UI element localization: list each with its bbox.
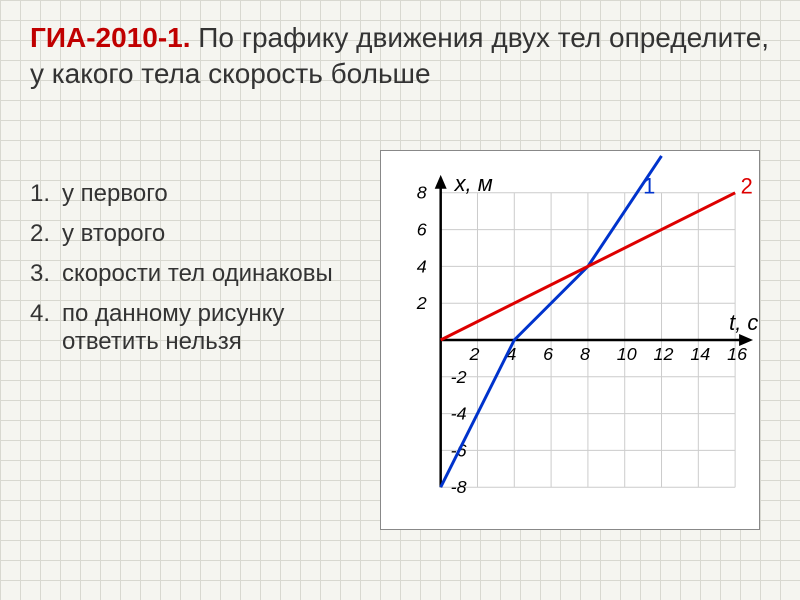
svg-text:16: 16: [727, 344, 747, 364]
svg-text:10: 10: [617, 344, 637, 364]
option-4-text: по данному рисунку ответить нельзя: [62, 300, 350, 356]
svg-text:4: 4: [417, 256, 427, 276]
chart: x, мt, с2468101214162468-2-4-6-812: [380, 150, 760, 530]
option-2-text: у второго: [62, 220, 165, 248]
option-3-text: скорости тел одинаковы: [62, 260, 333, 288]
svg-text:6: 6: [417, 220, 427, 240]
svg-text:1: 1: [643, 174, 655, 199]
svg-text:2: 2: [469, 344, 480, 364]
option-1-text: у первого: [62, 180, 168, 208]
svg-text:12: 12: [654, 344, 674, 364]
option-4: 4.по данному рисунку ответить нельзя: [30, 300, 350, 356]
svg-text:x, м: x, м: [454, 171, 493, 196]
svg-text:14: 14: [690, 344, 710, 364]
svg-text:2: 2: [741, 174, 753, 199]
svg-text:-4: -4: [451, 404, 467, 424]
title: ГИА-2010-1. По графику движения двух тел…: [30, 20, 770, 93]
svg-text:t, с: t, с: [729, 310, 758, 335]
option-3: 3.скорости тел одинаковы: [30, 260, 350, 288]
svg-text:8: 8: [417, 183, 427, 203]
option-2: 2.у второго: [30, 220, 350, 248]
chart-svg: x, мt, с2468101214162468-2-4-6-812: [381, 151, 759, 529]
svg-text:8: 8: [580, 344, 590, 364]
option-1: 1.у первого: [30, 180, 350, 208]
options-list: 1.у первого 2.у второго 3.скорости тел о…: [30, 180, 350, 368]
svg-text:2: 2: [416, 293, 427, 313]
title-prefix: ГИА-2010-1.: [30, 22, 191, 53]
svg-text:6: 6: [543, 344, 553, 364]
svg-text:-8: -8: [451, 477, 467, 497]
svg-text:-2: -2: [451, 367, 467, 387]
